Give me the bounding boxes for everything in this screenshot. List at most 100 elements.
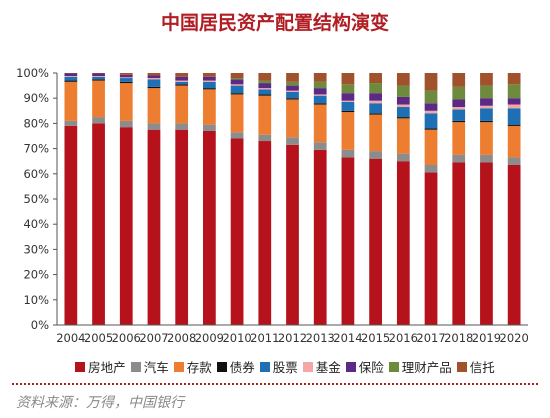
bar-segment (119, 120, 133, 128)
bar-segment (230, 78, 244, 80)
bar-segment (64, 76, 78, 81)
bar-segment (424, 103, 438, 111)
legend-item: 保险 (345, 357, 384, 376)
legend-label: 存款 (186, 360, 212, 375)
source-note: 资料来源：万得，中国银行 (16, 395, 184, 411)
bar-segment (64, 73, 78, 74)
bar-segment (92, 80, 105, 118)
bar-segment (313, 142, 327, 150)
bar-stack-2014 (341, 73, 355, 325)
bar-segment (480, 120, 493, 123)
bar-segment (452, 73, 466, 87)
x-tick-label: 2006 (112, 331, 141, 345)
bar-segment (119, 73, 133, 75)
x-tick-label: 2013 (306, 331, 335, 345)
bar-segment (507, 125, 521, 158)
bar-segment (64, 73, 78, 77)
x-tick-label: 2019 (472, 331, 501, 345)
legend-swatch (302, 361, 313, 372)
bar-segment (230, 94, 244, 133)
bar-segment (313, 81, 327, 89)
bar-segment (258, 134, 272, 142)
x-tick-label: 2015 (361, 331, 390, 345)
bar-segment (92, 123, 105, 326)
bar-segment (396, 118, 410, 154)
bar-segment (286, 144, 299, 325)
bar-stack-2008 (175, 73, 189, 325)
bar-segment (507, 164, 521, 325)
bar-segment (313, 103, 327, 105)
y-tick-label: 30% (23, 242, 49, 256)
bar-segment (313, 88, 327, 95)
bar-segment (230, 85, 244, 94)
bar-stack-2019 (480, 73, 493, 325)
bar-segment (203, 88, 216, 90)
y-tick-label: 50% (23, 192, 49, 206)
bar-segment (424, 110, 438, 114)
bar-segment (64, 76, 78, 77)
y-tick-label: 90% (23, 91, 49, 105)
legend-swatch (75, 361, 86, 372)
bar-segment (147, 73, 161, 76)
bar-segment (341, 73, 355, 85)
bar-segment (341, 93, 355, 101)
bar-segment (313, 149, 327, 325)
bar-segment (286, 137, 299, 145)
bar-segment (203, 80, 216, 82)
bar-segment (92, 76, 105, 80)
bar-segment (507, 124, 521, 126)
legend-label: 汽车 (143, 360, 169, 375)
bar-segment (286, 85, 299, 91)
x-tick-label: 2007 (139, 331, 168, 345)
bar-segment (341, 157, 355, 325)
bar-segment (64, 120, 78, 126)
bar-segment (480, 154, 493, 163)
bar-segment (175, 84, 189, 86)
bar-segment (424, 172, 438, 325)
y-tick-label: 10% (23, 293, 49, 307)
bar-segment (258, 73, 272, 81)
bar-segment (424, 113, 438, 129)
bar-segment (452, 99, 466, 108)
bar-segment (369, 103, 382, 114)
bar-segment (258, 89, 272, 95)
bar-segment (92, 79, 105, 81)
bar-segment (147, 78, 161, 80)
x-tick-label: 2014 (333, 331, 362, 345)
bar-segment (480, 73, 493, 86)
bar-segment (396, 153, 410, 162)
x-tick-label: 2016 (389, 331, 418, 345)
x-tick-label: 2004 (56, 331, 85, 345)
bar-stack-2010 (230, 73, 244, 325)
bar-segment (480, 122, 493, 155)
bar-segment (64, 81, 78, 121)
bar-segment (424, 164, 438, 173)
legend-item: 信托 (456, 357, 495, 376)
divider (12, 383, 538, 385)
bar-segment (258, 80, 272, 84)
bar-segment (424, 90, 438, 104)
x-tick-label: 2011 (250, 331, 279, 345)
bar-segment (424, 129, 438, 165)
bar-segment (175, 80, 189, 82)
bar-segment (507, 73, 521, 85)
x-tick-label: 2018 (444, 331, 473, 345)
bar-segment (147, 79, 161, 87)
bar-segment (258, 95, 272, 135)
bar-segment (480, 85, 493, 99)
bar-segment (147, 75, 161, 79)
bar-stack-2009 (203, 73, 216, 325)
x-tick-label: 2020 (500, 331, 529, 345)
bar-stack-2020 (507, 73, 521, 325)
legend-label: 信托 (469, 360, 495, 375)
bar-segment (507, 108, 521, 125)
bar-segment (313, 94, 327, 96)
bar-segment (175, 129, 189, 325)
bar-segment (203, 73, 216, 77)
bar-segment (369, 114, 382, 152)
bar-segment (258, 141, 272, 325)
bar-segment (507, 104, 521, 109)
bar-segment (258, 94, 272, 96)
bar-segment (286, 90, 299, 92)
